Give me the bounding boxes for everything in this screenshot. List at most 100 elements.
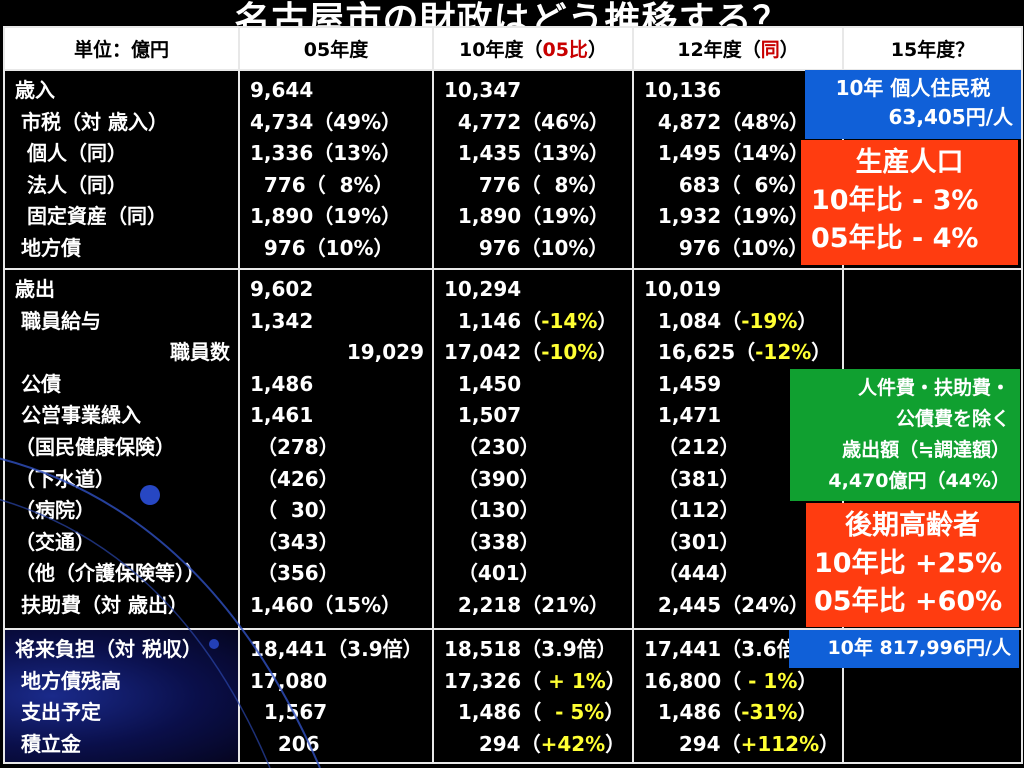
expense-y10: 10,294 1,146（-14%） 17,042（-10%） 1,450 1,5… (432, 268, 634, 630)
value-text: （390） (444, 466, 540, 491)
income-value-y05: 9,644 (250, 78, 314, 102)
expense-value-y05: （343） (250, 529, 339, 554)
expense-value-y05: 1,461 (250, 403, 314, 428)
callout-working-population-line2: 10年比 - 3% (811, 185, 979, 216)
change-highlight: - 5% (541, 700, 605, 725)
value-text: 2,445（24%） (644, 592, 810, 617)
expense-row-label: （下水道） (15, 466, 115, 491)
value-text: 10,019 (644, 277, 722, 301)
value-text: 1,486（ (644, 700, 742, 725)
value-text: 1,507 (444, 403, 522, 428)
future-row-label: 支出予定 (21, 700, 101, 725)
expense-row-label: 公営事業繰入 (21, 403, 141, 428)
expense-value-y12: 10,019 (644, 274, 834, 306)
expense-labels: 歳出 職員給与 職員数 公債 公営事業繰入 （国民健康保険） （下水道） （病院） （交通） （他… (3, 268, 240, 630)
future-value-y10: 1,486（ - 5%） (444, 697, 624, 729)
value-text: 294（ (444, 731, 541, 756)
expense-value-y12: 1,459 (644, 369, 834, 401)
value-text: 18,518（3.9倍） (444, 637, 617, 661)
expense-row-label: 職員数 (170, 340, 230, 365)
expense-value-y10: （338） (444, 527, 624, 559)
value-text: 17,042（ (444, 340, 542, 365)
expense-value-y05: 1,460（15%） (250, 592, 402, 617)
header-y12: 12年度（同） (632, 26, 844, 71)
value-text: 1,486（ (444, 700, 542, 725)
future-value-y05: 206 (250, 731, 320, 756)
expense-row-label: （国民健康保険） (15, 434, 175, 459)
expense-value-y05: （278） (250, 434, 339, 459)
header-y12-close: ） (779, 39, 799, 61)
future-value-y05: 18,441（3.9倍） (250, 637, 423, 661)
callout-working-population-line3: 05年比 - 4% (811, 223, 979, 254)
expense-value-y12: （444） (644, 558, 834, 590)
value-text: （212） (644, 434, 740, 459)
callout-working-population-title: 生産人口 (855, 147, 964, 178)
value-text: （381） (644, 466, 740, 491)
income-value-y10: 4,772（46%） (444, 109, 610, 134)
value-text: ） (819, 732, 834, 756)
expense-value-y12: 16,625（-12%） (644, 337, 834, 369)
future-value-y12: 1,486（-31%） (644, 697, 834, 729)
header-y10-text: 10年度（ (459, 39, 543, 61)
expense-row-label: （他（介護保険等）） (15, 561, 205, 586)
future-labels: 将来負担（対 税収） 地方債残高 支出予定 積立金 (3, 628, 240, 764)
header-y05: 05年度 (238, 26, 434, 71)
income-value-y10: 1,435（13%） (444, 141, 610, 166)
callout-resident-tax: 10年 個人住民税 63,405円/人 (805, 70, 1021, 139)
value-text: 2,218（21%） (444, 592, 610, 617)
income-y10: 10,347 4,772（46%） 1,435（13%） 776（ 8%） 1,… (432, 69, 634, 270)
expense-value-y12: 1,471 (644, 400, 834, 432)
expense-row-label: （交通） (15, 529, 95, 554)
header-row: 単位：億円 05年度 10年度（05比） 12年度（同） 15年度？ (3, 26, 1023, 71)
change-highlight: -12% (755, 340, 812, 365)
income-value-y12: 1,495（14%） (644, 141, 810, 166)
header-y15: 15年度？ (842, 26, 1023, 71)
expense-section: 歳出 職員給与 職員数 公債 公営事業繰入 （国民健康保険） （下水道） （病院） （交通） （他… (3, 268, 1023, 630)
income-value-y05: 776（ 8%） (250, 172, 394, 197)
change-highlight: +42% (540, 731, 606, 756)
income-section: 歳入 市税（対 歳入） 個人（同） 法人（同） 固定資産（同） 地方債 9,644 4,73… (3, 69, 1023, 270)
expense-value-y05: （356） (250, 561, 339, 586)
callout-future-burden-text: 10年 817,996円/人 (827, 637, 1011, 659)
value-text: ） (605, 668, 624, 693)
income-y12: 10,136 4,872（48%） 1,495（14%） 683（ 6%） 1,… (632, 69, 844, 270)
value-text: 294（ (644, 731, 741, 756)
expense-row-label: 扶助費（対 歳出） (21, 592, 188, 617)
income-value-y05: 976（10%） (250, 235, 394, 260)
callout-expense-line1: 人件費・扶助費・ (857, 377, 1010, 399)
expense-row-label: 歳出 (15, 277, 55, 301)
value-text: ） (597, 308, 618, 333)
header-y10-close: ） (587, 39, 607, 61)
expense-value-y12: （301） (644, 527, 834, 559)
callout-future-burden: 10年 817,996円/人 (789, 630, 1019, 668)
value-text: （301） (644, 529, 740, 554)
future-value-y10: 17,326（ + 1%） (444, 666, 624, 698)
income-value-y12: 4,872（48%） (644, 109, 810, 134)
income-value-y10: 776（ 8%） (444, 172, 609, 197)
header-y12-text: 12年度（ (677, 39, 761, 61)
callout-resident-tax-line2: 63,405円/人 (888, 105, 1013, 129)
value-text: 17,441（3.6倍） (644, 637, 817, 661)
callout-late-elderly-line3: 05年比 +60% (814, 586, 1003, 617)
income-value-y12: 976（10%） (644, 235, 809, 260)
expense-value-y05: （ 30） (250, 498, 339, 523)
change-highlight: -14% (541, 308, 598, 333)
income-row-label: 市税（対 歳入） (21, 109, 168, 134)
income-value-y05: 4,734（49%） (250, 109, 402, 134)
change-highlight: -19% (741, 308, 798, 333)
expense-value-y05: 9,602 (250, 277, 314, 301)
expense-row-label: 公債 (21, 371, 61, 396)
income-value-y10: 976（10%） (444, 235, 609, 260)
income-row-label: 固定資産（同） (27, 204, 167, 229)
expense-row-label: 職員給与 (21, 308, 101, 333)
expense-value-y12: 2,445（24%） (644, 590, 834, 622)
callout-late-elderly-line2: 10年比 +25% (814, 548, 1003, 579)
future-row-label: 地方債残高 (21, 668, 121, 693)
value-text: 17,326（ (444, 668, 542, 693)
value-text: 1,471 (644, 403, 722, 428)
header-y10-highlight: 05比 (542, 39, 588, 61)
callout-expense-line2: 公債費を除く (895, 408, 1010, 430)
future-row-label: 積立金 (21, 731, 81, 756)
expense-value-y10: 2,218（21%） (444, 590, 624, 622)
callout-resident-tax-line1: 10年 個人住民税 (835, 76, 991, 100)
